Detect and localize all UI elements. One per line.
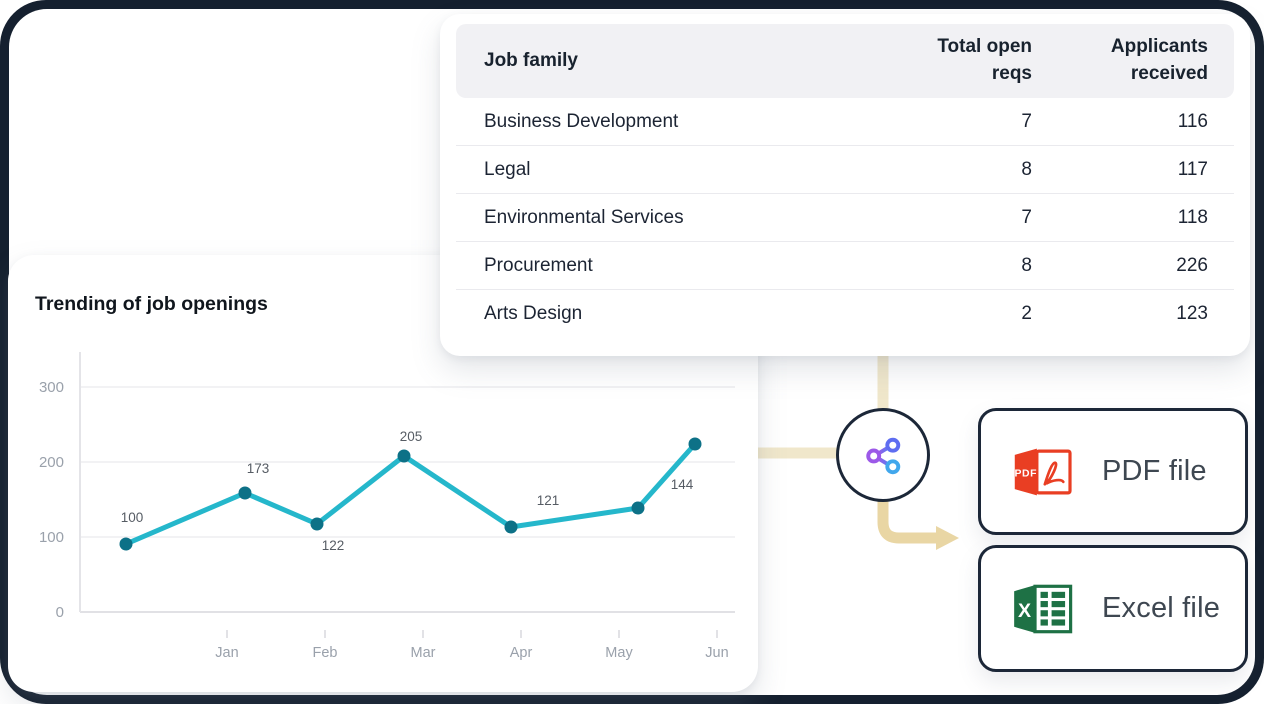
svg-text:0: 0 xyxy=(56,604,64,621)
excel-export-label: Excel file xyxy=(1102,592,1221,624)
svg-text:May: May xyxy=(605,645,633,661)
column-header-applicants-received: Applicants received xyxy=(1110,36,1208,84)
svg-text:Mar: Mar xyxy=(411,645,436,661)
svg-text:100: 100 xyxy=(39,529,64,546)
pdf-export-card[interactable]: PDF PDF file xyxy=(978,408,1248,535)
applicants-cell: 117 xyxy=(1177,158,1208,180)
column-header-job-family: Job family xyxy=(484,50,578,71)
open-reqs-cell: 8 xyxy=(1021,158,1032,180)
svg-text:Jun: Jun xyxy=(705,645,728,661)
open-reqs-cell: 7 xyxy=(1021,110,1032,132)
table-body: Business Development 7 116 Legal 8 117 Environ… xyxy=(456,98,1234,338)
connector-arrowhead-icon xyxy=(936,526,959,550)
table-header-row: Job family Total open reqs Applicants re… xyxy=(456,24,1234,98)
share-node-button[interactable] xyxy=(836,408,930,502)
svg-text:121: 121 xyxy=(537,493,560,508)
svg-text:122: 122 xyxy=(322,538,345,553)
job-family-cell: Business Development xyxy=(484,110,679,132)
table-row: Legal 8 117 xyxy=(456,146,1234,194)
job-family-cell: Legal xyxy=(484,158,531,180)
excel-file-icon: X xyxy=(1014,584,1073,633)
column-header-total-open-reqs: Total open reqs xyxy=(937,36,1032,84)
job-family-cell: Arts Design xyxy=(484,303,583,324)
applicants-cell: 226 xyxy=(1176,254,1208,276)
svg-text:PDF: PDF xyxy=(1014,468,1037,479)
pdf-file-icon: PDF xyxy=(1014,448,1072,495)
svg-text:173: 173 xyxy=(247,461,270,476)
share-network-icon xyxy=(865,437,900,474)
svg-text:Apr: Apr xyxy=(510,645,533,661)
svg-text:X: X xyxy=(1018,599,1031,621)
svg-text:100: 100 xyxy=(121,510,144,525)
svg-text:200: 200 xyxy=(39,454,64,471)
open-reqs-cell: 8 xyxy=(1021,254,1032,276)
job-family-table-card: Job family Total open reqs Applicants re… xyxy=(440,14,1250,356)
table-row: Arts Design 2 123 xyxy=(456,290,1234,338)
applicants-cell: 123 xyxy=(1176,303,1208,324)
chart-title: Trending of job openings xyxy=(35,293,268,315)
svg-text:Jan: Jan xyxy=(215,645,238,661)
pdf-export-label: PDF file xyxy=(1102,455,1207,487)
table-row: Business Development 7 116 xyxy=(456,98,1234,146)
table-row: Environmental Services 7 118 xyxy=(456,194,1234,242)
svg-text:Feb: Feb xyxy=(313,645,338,661)
job-family-cell: Procurement xyxy=(484,254,593,276)
applicants-cell: 116 xyxy=(1177,110,1208,132)
table-row: Procurement 8 226 xyxy=(456,242,1234,290)
open-reqs-cell: 7 xyxy=(1021,206,1032,228)
open-reqs-cell: 2 xyxy=(1021,303,1032,324)
svg-text:205: 205 xyxy=(400,429,423,444)
svg-text:144: 144 xyxy=(671,477,694,492)
applicants-cell: 118 xyxy=(1177,206,1208,228)
line-chart: 300 200 100 0 Jan Feb Mar Apr May Jun 100 173 122 205… xyxy=(39,352,735,661)
job-family-cell: Environmental Services xyxy=(484,206,684,228)
svg-text:300: 300 xyxy=(39,379,64,396)
excel-export-card[interactable]: X Excel file xyxy=(978,545,1248,672)
connector-arrow-path xyxy=(877,496,936,544)
